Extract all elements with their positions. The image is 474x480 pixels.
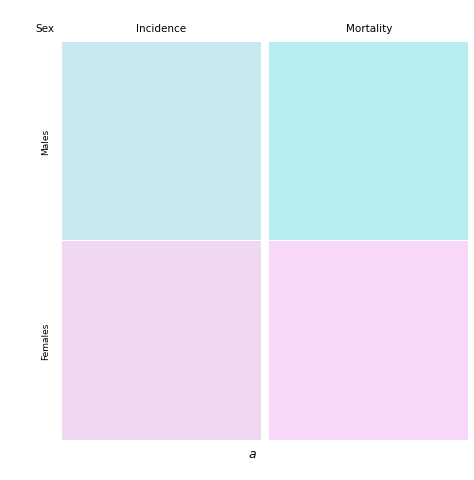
Text: Males: Males — [41, 129, 50, 155]
Text: a: a — [248, 447, 256, 460]
Text: Mortality: Mortality — [346, 24, 392, 34]
Text: Females: Females — [41, 322, 50, 360]
Text: Sex: Sex — [36, 24, 55, 34]
Text: Incidence: Incidence — [137, 24, 187, 34]
